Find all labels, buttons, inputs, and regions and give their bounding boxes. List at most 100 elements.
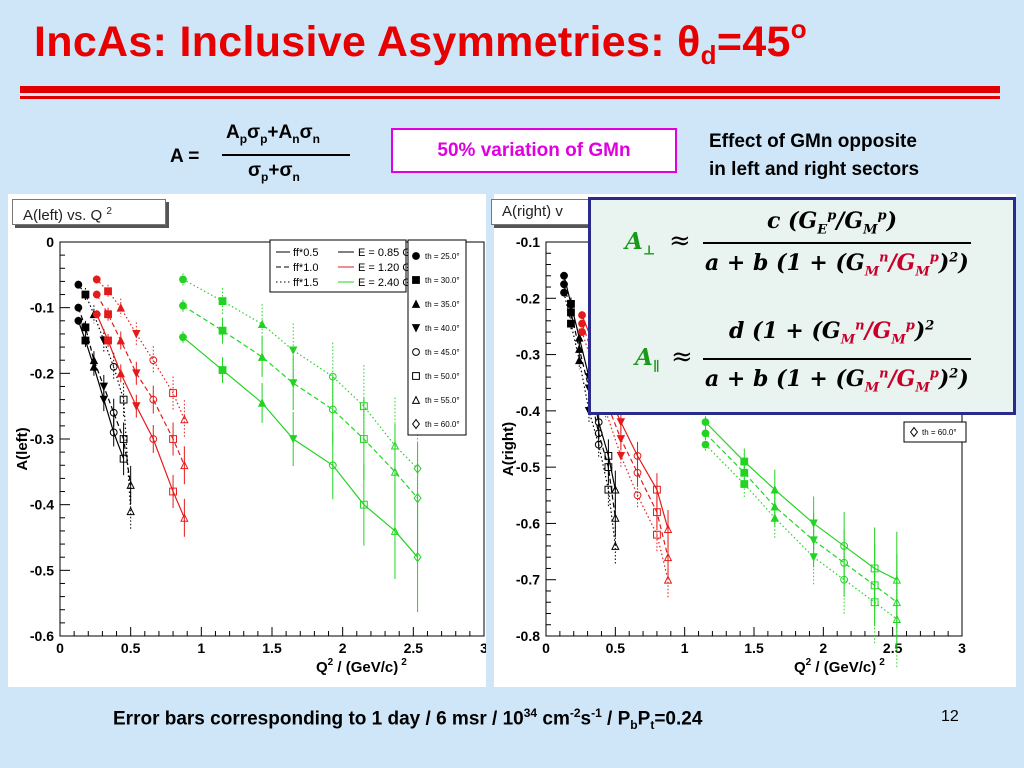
left-data-point	[149, 395, 158, 404]
right-data-point	[653, 530, 661, 539]
right-data-point	[653, 508, 661, 517]
right-ylabel: A(right)	[500, 422, 517, 476]
pn-sub-m: M	[863, 222, 878, 238]
fn-s2: p	[260, 131, 268, 146]
left-data-point	[109, 408, 118, 417]
left-data-point	[359, 500, 368, 509]
left-xtick-label: 2.5	[404, 640, 424, 656]
left-xlabel-sup2: 2	[401, 657, 407, 668]
left-data-point	[169, 389, 177, 397]
left-data-point	[180, 460, 189, 470]
right-ytick-label: -0.3	[516, 347, 540, 363]
effect-note: Effect of GMn opposite in left and right…	[709, 128, 919, 184]
left-series-line	[182, 336, 419, 558]
right-xlabel-rest: / (GeV/c)	[811, 659, 876, 676]
right-ytick-label: -0.6	[516, 515, 540, 531]
left-ytick-label: -0.1	[30, 300, 54, 316]
pd-sub-m2: M	[915, 264, 930, 280]
right-series-green-ff10	[701, 427, 902, 651]
right-data-point	[575, 355, 584, 365]
footer-b: cm	[537, 708, 570, 730]
pd-sup-p: p	[929, 250, 939, 266]
right-data-point	[567, 319, 575, 328]
right-series-green-ff15	[701, 438, 902, 668]
approx-sign-1: ≈	[669, 226, 691, 256]
right-data-point	[604, 485, 613, 494]
fd-s2: n	[292, 169, 300, 184]
a-par-label: A∥	[635, 344, 660, 375]
left-legend-angle-label: th = 45.0°	[425, 348, 460, 357]
qn-sup-p: p	[905, 318, 915, 334]
right-xtick-label: 1.5	[744, 640, 764, 656]
par-fraction-bar	[703, 358, 971, 360]
right-data-point	[633, 468, 642, 477]
fn-s4: n	[312, 131, 320, 146]
right-ytick-label: -0.8	[516, 628, 540, 644]
footer-c: s	[580, 708, 592, 730]
par-denominator: a + b (1 + (GMn/GMp)2)	[705, 366, 969, 396]
left-legend-ff-label: ff*1.5	[293, 277, 319, 289]
right-ytick-label: -0.7	[516, 572, 540, 588]
footer-sub1: b	[630, 718, 638, 733]
right-data-point	[701, 418, 710, 427]
pn-sup-p2: p	[877, 208, 887, 224]
qd-sub-m: M	[864, 380, 880, 396]
qn-sub-m: M	[840, 332, 856, 348]
right-data-point	[653, 485, 661, 494]
left-xlabel-rest: / (GeV/c)	[333, 659, 398, 676]
left-data-point	[218, 297, 227, 305]
left-series-red-ff05	[92, 310, 189, 537]
left-data-point	[180, 414, 189, 424]
left-xtick-label: 0.5	[121, 640, 141, 656]
fn-sig1: σ	[247, 122, 261, 143]
left-data-point	[169, 435, 177, 443]
par-numerator: d (1 + (GMn/GMp)2	[729, 318, 935, 348]
right-data-point	[567, 308, 575, 317]
formula-denominator: σp+σn	[248, 160, 300, 184]
left-data-point	[179, 301, 187, 310]
effect-line-2: in left and right sectors	[709, 159, 920, 180]
left-legend-ff-label: ff*1.0	[293, 262, 319, 274]
right-ytick-label: -0.5	[516, 459, 540, 475]
left-data-point	[116, 303, 125, 312]
right-legend-angle-label: th = 60.0°	[922, 428, 957, 437]
perp-numerator: c (GEp/GMp)	[767, 208, 897, 237]
right-ytick-label: -0.1	[516, 234, 540, 250]
right-data-point	[616, 435, 626, 444]
right-ytick-label: -0.2	[516, 290, 540, 306]
right-xlabel-q: Q	[794, 659, 806, 676]
left-legend-angle-marker	[412, 372, 420, 380]
left-legend-angle-marker	[412, 252, 420, 260]
fn-plus: +A	[267, 122, 293, 143]
left-data-point	[109, 362, 118, 371]
left-data-point	[109, 428, 118, 437]
fn-s3: n	[292, 131, 300, 146]
left-xtick-label: 1	[197, 640, 205, 656]
right-xtick-label: 2.5	[883, 640, 903, 656]
gmn-variation-note: 50% variation of GMn	[391, 128, 677, 173]
qn-sup-n: n	[855, 318, 865, 334]
fd-s1: p	[261, 169, 269, 184]
formula-fraction-bar	[222, 154, 350, 156]
title-angle: =45	[716, 18, 791, 66]
right-data-point	[611, 541, 620, 550]
right-data-point	[840, 558, 849, 567]
right-data-point	[809, 553, 818, 562]
perp-fraction-bar	[703, 242, 971, 244]
right-data-point	[740, 468, 749, 477]
right-data-point	[809, 536, 818, 545]
right-data-point	[560, 280, 568, 289]
left-data-point	[119, 435, 128, 443]
left-xtick-label: 2	[339, 640, 347, 656]
right-data-point	[611, 513, 620, 522]
left-data-point	[74, 280, 83, 289]
qn-sq: 2	[925, 318, 935, 334]
right-xtick-label: 3	[958, 640, 966, 656]
right-ytick-label: -0.4	[516, 403, 540, 419]
right-data-point	[611, 485, 620, 494]
right-xlabel: Q2 / (GeV/c) 2	[794, 657, 885, 676]
left-legend-angle-label: th = 25.0°	[425, 252, 460, 261]
title-text: IncAs: Inclusive Asymmetries:	[34, 18, 678, 66]
pd-sq: 2	[949, 250, 959, 266]
pd-sup-n: n	[879, 250, 889, 266]
